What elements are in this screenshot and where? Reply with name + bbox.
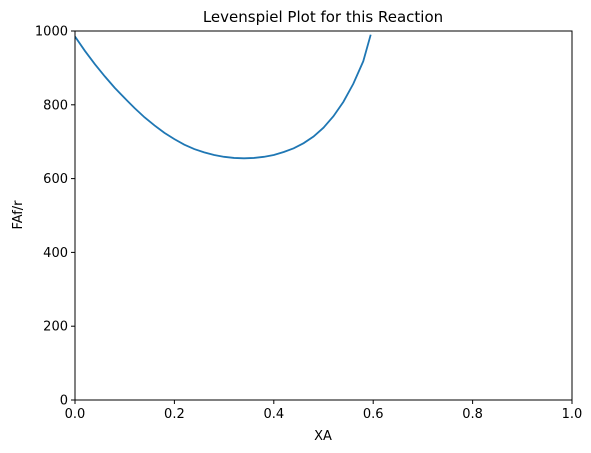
y-tick-label: 1000	[35, 25, 68, 40]
y-axis: 0 200 400 600 800 1000	[35, 25, 75, 409]
x-tick-label: 0.2	[164, 407, 185, 422]
chart-title: Levenspiel Plot for this Reaction	[203, 8, 443, 26]
y-tick-label: 600	[43, 172, 68, 187]
x-tick-label: 1.0	[562, 407, 583, 422]
series-line	[75, 34, 372, 160]
y-tick-label: 400	[43, 246, 68, 261]
x-tick-label: 0.6	[363, 407, 384, 422]
y-axis-label: FAf/r	[11, 200, 26, 230]
x-axis-label: XA	[314, 429, 332, 444]
y-tick-label: 0	[60, 394, 68, 409]
y-tick-label: 200	[43, 320, 68, 335]
x-tick-label: 0.0	[65, 407, 86, 422]
x-axis: 0.0 0.2 0.4 0.6 0.8 1.0	[65, 400, 583, 422]
y-tick-label: 800	[43, 98, 68, 113]
x-tick-label: 0.8	[462, 407, 483, 422]
plot-frame	[74, 30, 573, 401]
x-tick-label: 0.4	[263, 407, 284, 422]
